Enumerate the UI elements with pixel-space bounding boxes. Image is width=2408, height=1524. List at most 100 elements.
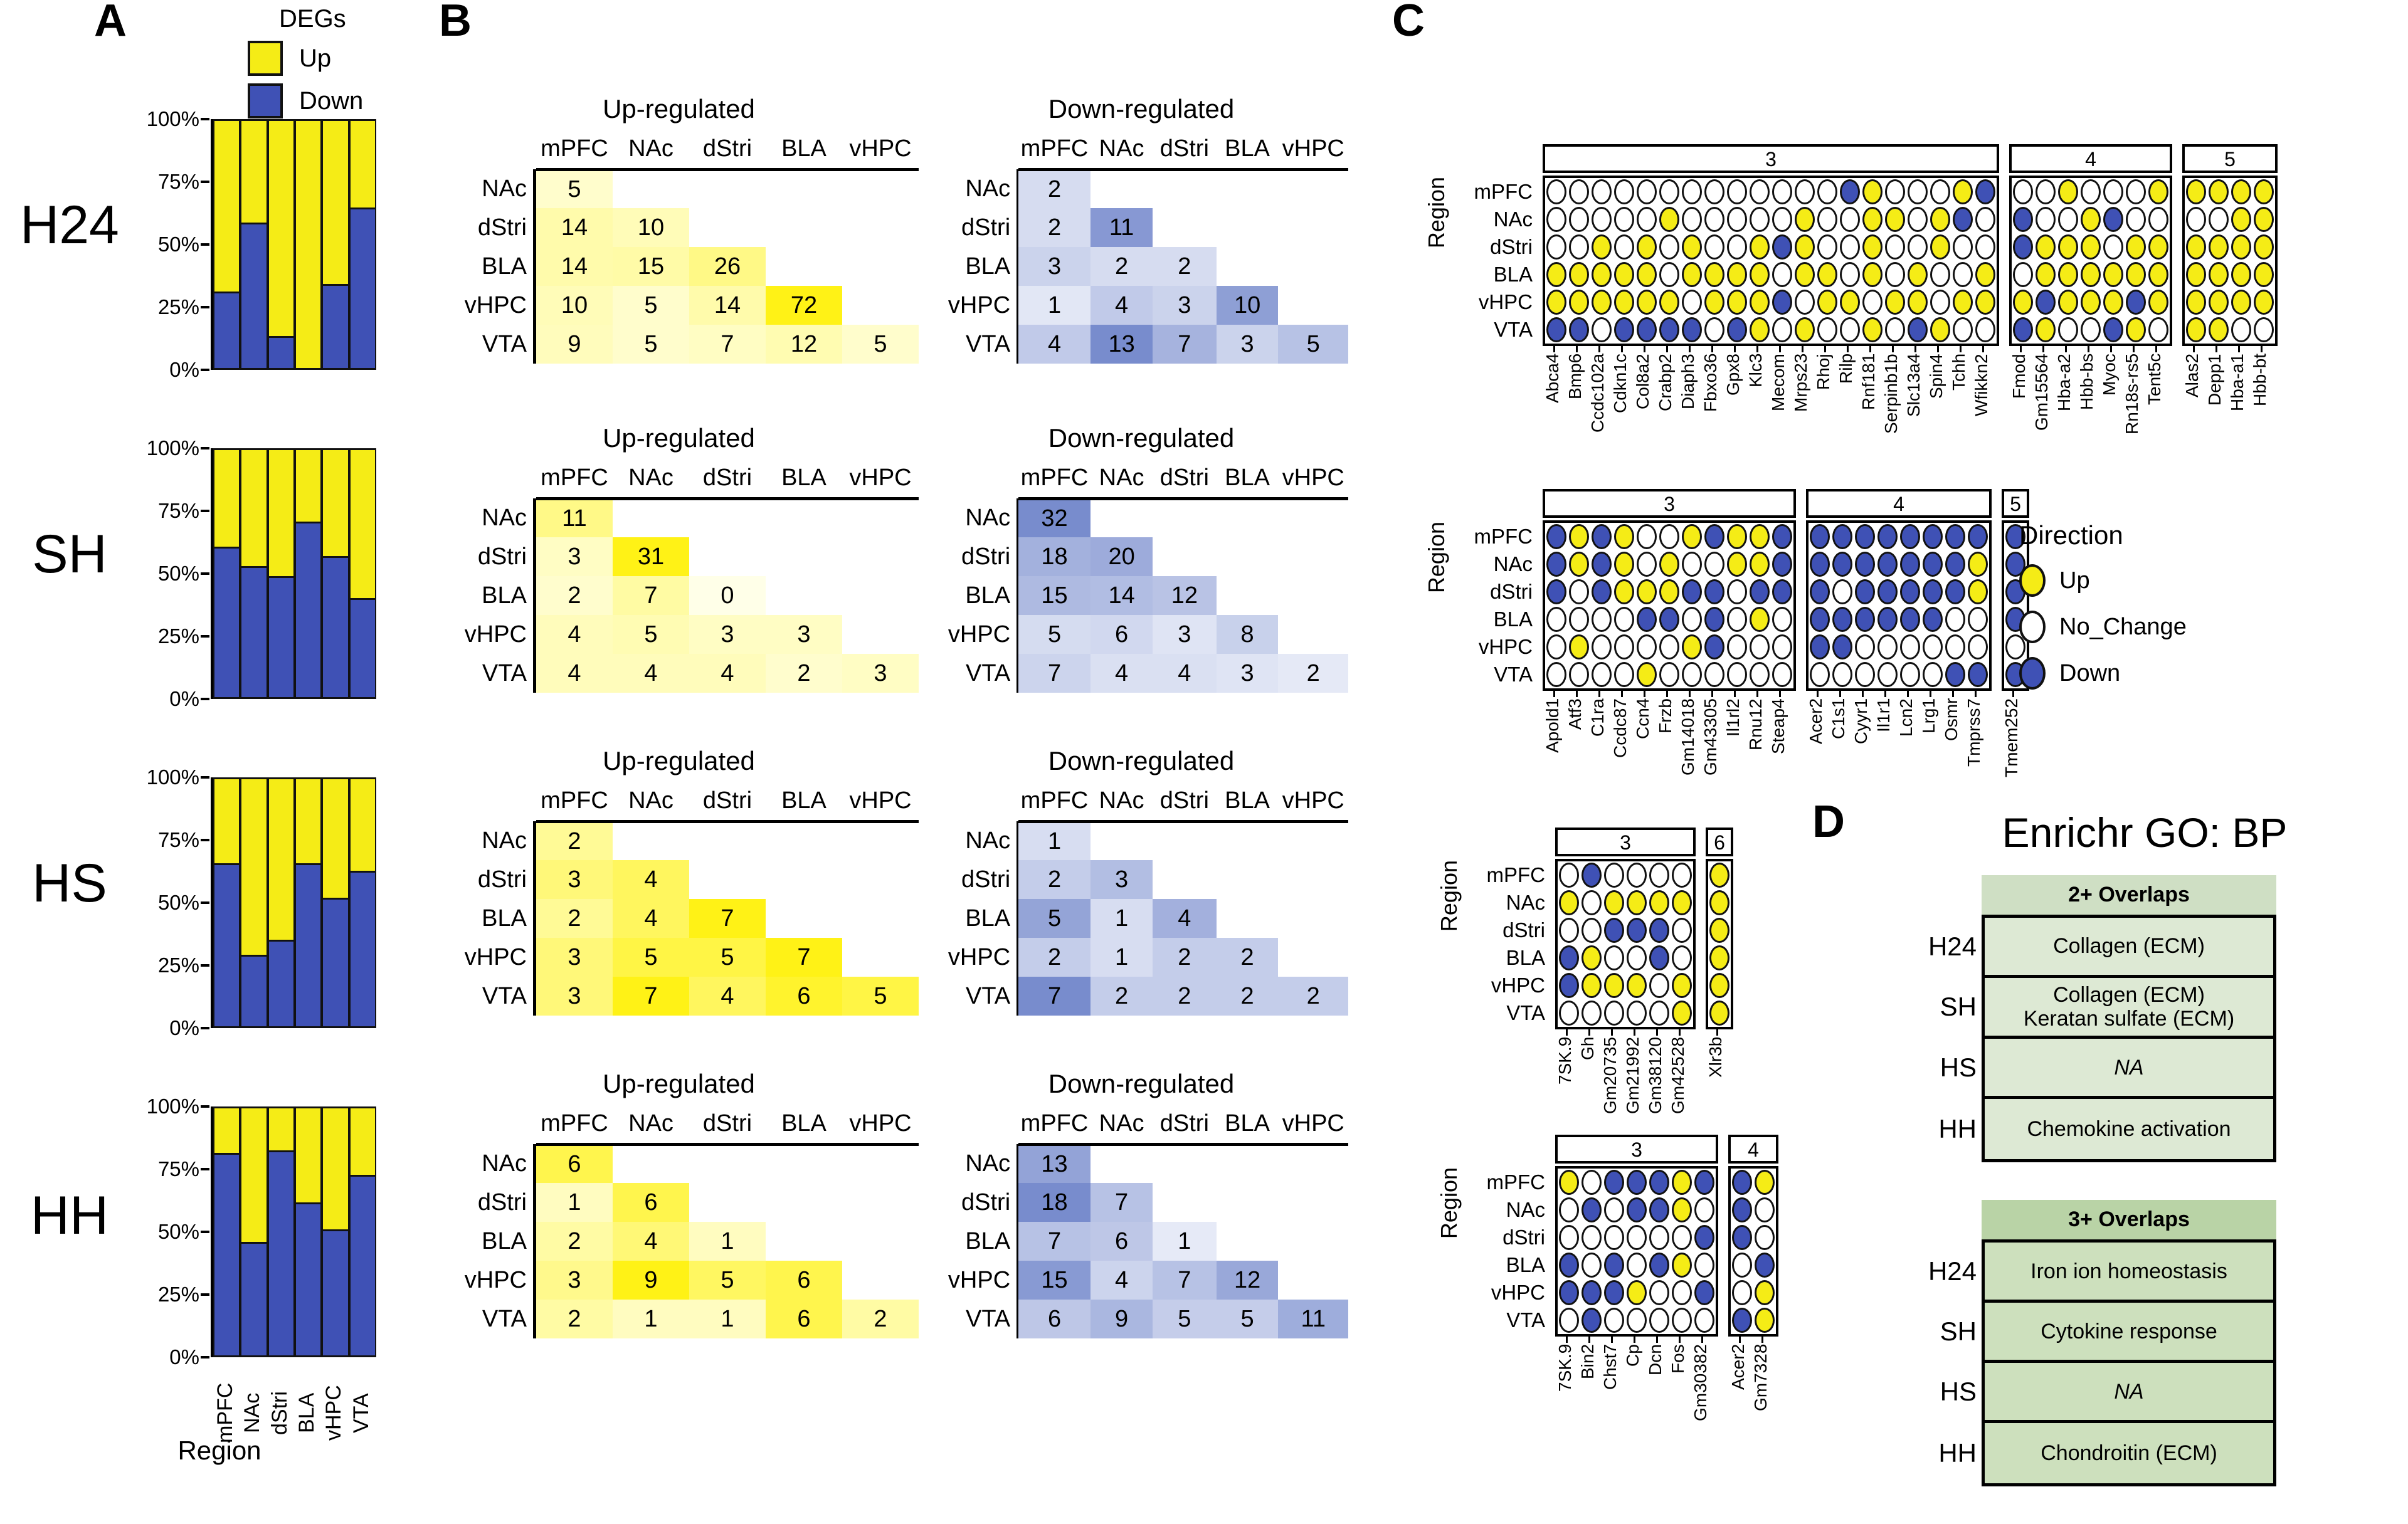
matrix-cell: 8 — [1216, 615, 1279, 654]
matrix-cell — [766, 1142, 842, 1183]
matrix-cell: 4 — [1090, 286, 1153, 325]
matrix-col-header: dStri — [1159, 1110, 1209, 1137]
direction-dot-up — [1709, 863, 1729, 888]
direction-dot-down — [2036, 290, 2056, 315]
matrix-cell — [689, 1142, 766, 1183]
gene-labels: Abca4 Bmp6 Ccdc102a Cdkn1c Col8a2 Crabp2 Diaph… — [1543, 354, 1999, 491]
gene-label: Tent5c — [2145, 354, 2164, 406]
dot-cell — [1771, 261, 1793, 288]
dot-column — [2252, 178, 2275, 344]
matrix-cell: 31 — [613, 537, 689, 576]
matrix-cell — [1153, 1183, 1217, 1222]
table-row: BLA 2 7 0 — [439, 576, 919, 615]
matrix-cell: 5 — [842, 325, 919, 364]
dot-cell — [1731, 1224, 1753, 1251]
bar-segment-down — [350, 1175, 375, 1355]
y-tick-mark — [201, 572, 209, 575]
direction-dot-no — [2005, 634, 2025, 660]
dot-column — [1625, 861, 1648, 1027]
gene-tick-row — [1555, 1029, 1696, 1036]
matrix-cell: 4 — [1018, 325, 1091, 364]
matrix-cell — [766, 576, 842, 615]
dot-cell — [2125, 316, 2147, 344]
region-row-label: VTA — [1506, 1001, 1545, 1024]
matrix-cell: 10 — [613, 208, 689, 247]
matrix-header-row: mPFC NAc dStri BLA vHPC — [439, 782, 919, 821]
region-row-label: NAc — [1493, 208, 1533, 231]
matrix-axis-rule — [1017, 576, 1018, 615]
direction-dot-up — [1546, 290, 1566, 315]
direction-dot-down — [1772, 290, 1792, 315]
direction-dot-down — [1559, 1280, 1579, 1305]
gene-label: Alas2 — [2182, 354, 2202, 398]
legend-item-up: Up — [248, 41, 386, 76]
matrix-row-header: VTA — [966, 330, 1011, 357]
table-row: vHPC 1 4 3 10 — [934, 286, 1348, 325]
direction-dot-up — [1627, 890, 1647, 915]
matrix-cell: 5 — [613, 286, 689, 325]
matrix-cell — [613, 167, 689, 208]
dot-cell — [1671, 999, 1693, 1027]
bar-segment-up — [214, 121, 240, 292]
y-tick-mark — [201, 776, 209, 779]
region-row-label: dStri — [1490, 235, 1533, 258]
bar-segment-down — [214, 291, 240, 368]
direction-dot-no — [1953, 234, 1973, 260]
matrix-cell: 2 — [1018, 860, 1091, 899]
gene-label: Myoc — [2099, 354, 2119, 396]
dot-column — [1967, 523, 1989, 688]
enrichr-row-label: H24 — [1928, 931, 1977, 961]
matrix-cell: 4 — [536, 615, 613, 654]
gene-label: Hbb-bs — [2077, 354, 2096, 411]
y-tick-label: 75% — [157, 1157, 199, 1180]
bar-vta — [349, 777, 376, 1028]
gene-tick — [1543, 691, 1565, 697]
direction-dot-down — [1732, 1197, 1752, 1222]
region-row-label: dStri — [1490, 580, 1533, 603]
dot-cell — [1558, 1306, 1580, 1334]
direction-dot-up — [1755, 1280, 1775, 1305]
dot-cell — [1876, 633, 1899, 661]
dot-cell — [1648, 972, 1671, 999]
direction-dot-up — [1817, 262, 1837, 287]
dot-cell — [1731, 1196, 1753, 1224]
direction-dot-no — [1885, 262, 1905, 287]
up-regulated-title: Up-regulated — [603, 746, 755, 775]
dot-cell — [1921, 661, 1944, 688]
dot-cell — [1974, 288, 1997, 316]
group-label-hs: HS — [32, 853, 107, 913]
bar-segment-down — [268, 1150, 293, 1355]
matrix-cell: 3 — [536, 938, 613, 977]
direction-dot-up — [1569, 552, 1589, 577]
matrix-cell — [1278, 208, 1348, 247]
matrix-cell: 2 — [842, 1300, 919, 1338]
matrix-cell: 10 — [1216, 286, 1279, 325]
dot-cell — [1568, 206, 1590, 233]
direction-dot-down — [2013, 317, 2033, 342]
dot-cell — [1648, 1169, 1671, 1196]
gene-tick — [1904, 346, 1926, 352]
enrichr-table-3plus: 3+ Overlaps H24 Iron ion homeostasis SH Cyto… — [1881, 1200, 2408, 1487]
bar-nac — [240, 119, 268, 370]
gene-tick — [1926, 346, 1949, 352]
dot-cell — [1580, 889, 1603, 917]
dot-cell — [2207, 316, 2230, 344]
bar-nac — [240, 777, 268, 1028]
direction-dot-no — [1569, 207, 1589, 232]
matrix-cell — [1152, 167, 1217, 208]
dot-cell — [1884, 178, 1906, 206]
direction-dot-down — [1704, 607, 1724, 632]
direction-dot-up — [2103, 290, 2123, 315]
y-tick-mark — [201, 1105, 209, 1108]
matrix-cell: 5 — [689, 1261, 766, 1300]
direction-dot-no — [1604, 863, 1624, 888]
dot-column — [1748, 178, 1771, 344]
direction-dot-down — [1546, 552, 1566, 577]
direction-dot-no — [1649, 863, 1669, 888]
matrix-cell: 2 — [1152, 977, 1217, 1016]
direction-dot-no — [1592, 317, 1612, 342]
down-regulated-matrix-wrap: Down-regulated mPFC NAc dStri BLA vHPC NAc 32 dS… — [934, 423, 1348, 693]
matrix-axis-rule — [1017, 1144, 1018, 1183]
dot-cell — [1568, 233, 1590, 261]
matrix-cell: 9 — [536, 325, 613, 364]
